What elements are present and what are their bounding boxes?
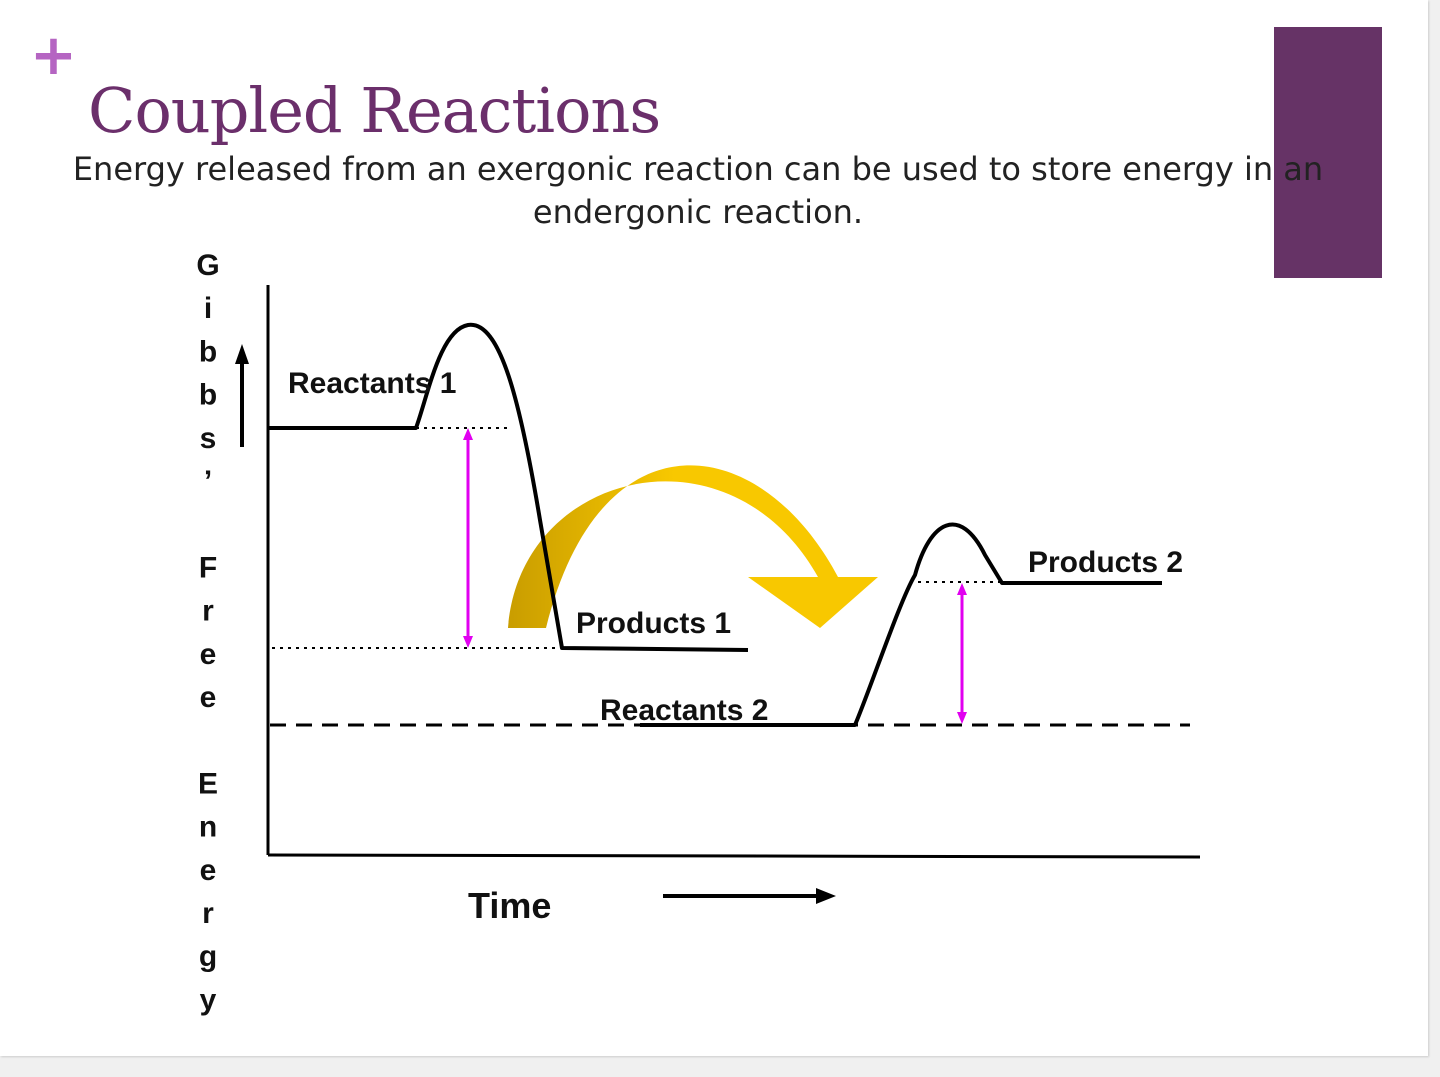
x-axis-label: Time xyxy=(468,885,551,926)
products-2-label: Products 2 xyxy=(1028,546,1183,579)
arrow-right-icon xyxy=(663,888,836,904)
slide: + Coupled Reactions Energy released from… xyxy=(0,0,1428,1056)
plus-mark: + xyxy=(30,23,77,88)
x-axis-line xyxy=(267,853,1201,859)
products-1-label: Products 1 xyxy=(576,607,731,640)
slide-subtitle: Energy released from an exergonic reacti… xyxy=(72,150,1324,231)
reaction-2-curve xyxy=(640,522,1162,727)
slide-title: Coupled Reactions xyxy=(88,74,661,147)
curved-arrow-icon xyxy=(508,465,878,628)
reaction-1-curve xyxy=(268,322,749,652)
reactants-1-label: Reactants 1 xyxy=(288,367,456,400)
energy-released-arrow-icon xyxy=(463,428,473,648)
arrow-up-icon xyxy=(235,344,249,447)
accent-bar xyxy=(1274,27,1382,278)
energy-stored-arrow-icon xyxy=(957,583,967,724)
reactants-2-label: Reactants 2 xyxy=(600,694,768,727)
